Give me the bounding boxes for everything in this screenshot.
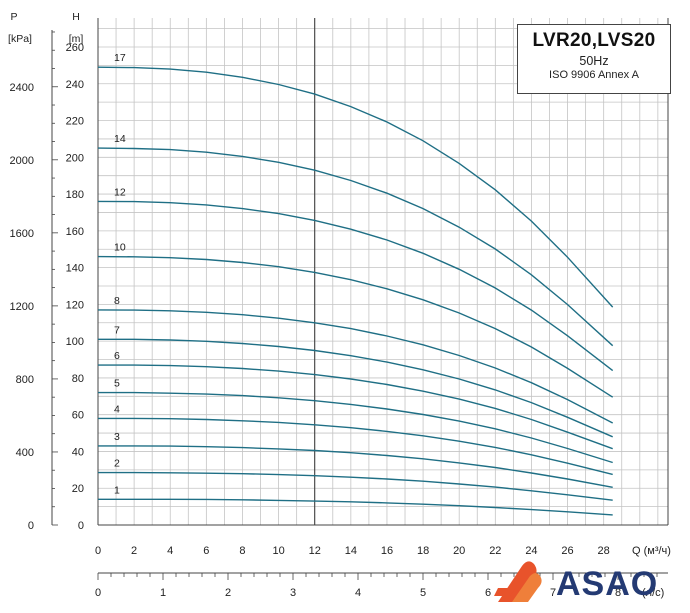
stage-label: 4 [114,403,120,415]
q-tick-label: 8 [239,545,245,557]
stage-label: 14 [114,133,126,145]
p-axis-title: P [10,11,17,23]
q2-tick-label: 7 [550,587,556,599]
p-tick-label: 1600 [10,228,34,240]
curve-stage-12 [97,200,614,372]
axes [51,18,669,580]
h-tick-label: 160 [66,226,84,238]
q2-tick-label: 1 [160,587,166,599]
standard-label: ISO 9906 Annex A [549,69,639,81]
p-tick-label: 0 [28,520,34,532]
q-tick-label: 22 [489,545,501,557]
stage-label: 7 [114,324,120,336]
stage-label: 10 [114,242,126,254]
h-tick-label: 220 [66,116,84,128]
h-tick-label: 40 [72,446,84,458]
q-tick-label: 26 [561,545,573,557]
curve-stage-14 [97,147,614,347]
labels: 04008001200160020002400P[kPa]02040608010… [8,11,671,599]
curve-stage-1 [98,498,613,516]
q-tick-label: 12 [309,545,321,557]
curve-stage-5 [98,391,613,464]
stage-label: 8 [114,295,120,307]
q2-tick-label: 4 [355,587,361,599]
stage-label: 3 [114,431,120,443]
curve-stage-4 [98,417,613,476]
h-tick-label: 60 [72,410,84,422]
q-tick-label: 6 [203,545,209,557]
q-tick-label: 24 [525,545,537,557]
stage-label: 5 [114,378,120,390]
q-tick-label: 2 [131,545,137,557]
q-tick-label: 18 [417,545,429,557]
stage-label: 2 [114,458,120,470]
q2-tick-label: 2 [225,587,231,599]
stage-label: 17 [114,52,126,64]
q2-tick-label: 6 [485,587,491,599]
h-tick-label: 260 [66,42,84,54]
q2-tick-label: 5 [420,587,426,599]
q2-tick-label: 3 [290,587,296,599]
asao-logo: ASAO [492,558,688,608]
h-tick-label: 240 [66,79,84,91]
curve-stage-6 [98,364,613,450]
q2-tick-label: 8 [615,587,621,599]
curve-stage-2 [98,471,613,501]
p-tick-label: 2000 [10,155,34,167]
h-tick-label: 180 [66,189,84,201]
h-tick-label: 0 [78,520,84,532]
h-tick-label: 80 [72,373,84,385]
frequency-label: 50Hz [579,54,609,68]
q-tick-label: 28 [598,545,610,557]
p-tick-label: 400 [16,447,34,459]
h-axis-unit: [m] [69,33,84,45]
stage-label: 1 [114,484,120,496]
p-axis-unit: [kPa] [8,33,32,45]
stage-label: 6 [114,350,120,362]
q-tick-label: 16 [381,545,393,557]
curve-stage-3 [98,445,613,488]
curve-stage-8 [97,309,614,424]
q-tick-label: 14 [345,545,357,557]
logo-mark-icon [494,561,542,602]
q-tick-label: 20 [453,545,465,557]
q2-tick-label: 0 [95,587,101,599]
curve-stage-17 [97,66,614,308]
q-tick-label: 0 [95,545,101,557]
logo-text: ASAO [556,565,659,603]
q-tick-label: 10 [272,545,284,557]
curve-stage-10 [97,255,614,398]
model-title: LVR20,LVS20 [532,30,656,51]
model-info-box: LVR20,LVS20 50Hz ISO 9906 Annex A [517,24,671,94]
q2-axis-title: (л/с) [642,587,664,599]
p-tick-label: 1200 [10,301,34,313]
curves [97,66,614,516]
h-tick-label: 120 [66,299,84,311]
q-tick-label: 4 [167,545,173,557]
p-tick-label: 800 [16,374,34,386]
p-tick-label: 2400 [10,82,34,94]
q-axis-title: Q (м³/ч) [632,545,671,557]
h-tick-label: 100 [66,336,84,348]
h-tick-label: 20 [72,483,84,495]
stage-label: 12 [114,186,126,198]
h-tick-label: 200 [66,152,84,164]
grid [97,18,668,526]
h-tick-label: 140 [66,263,84,275]
h-axis-title: H [72,11,80,23]
curve-stage-7 [98,338,613,438]
